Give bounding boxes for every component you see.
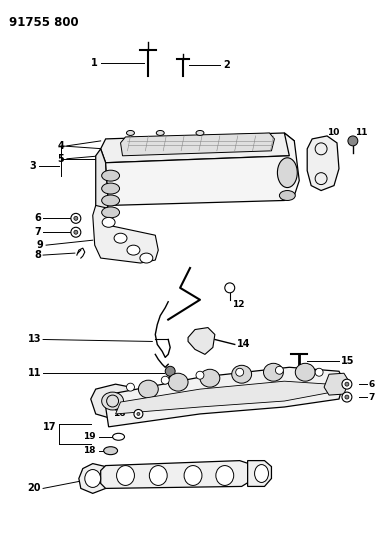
Ellipse shape bbox=[277, 158, 297, 188]
Text: 10: 10 bbox=[327, 128, 339, 138]
Polygon shape bbox=[116, 381, 332, 414]
Ellipse shape bbox=[102, 183, 120, 194]
Text: 18: 18 bbox=[83, 446, 96, 455]
Ellipse shape bbox=[102, 207, 120, 218]
Text: 16: 16 bbox=[113, 409, 126, 418]
Text: 7: 7 bbox=[34, 227, 41, 237]
Ellipse shape bbox=[216, 466, 234, 486]
Text: 3: 3 bbox=[29, 161, 36, 171]
Polygon shape bbox=[100, 461, 255, 488]
Ellipse shape bbox=[127, 131, 135, 135]
Ellipse shape bbox=[156, 131, 164, 135]
Text: 1: 1 bbox=[91, 59, 98, 68]
Circle shape bbox=[315, 368, 323, 376]
Ellipse shape bbox=[85, 470, 100, 487]
Ellipse shape bbox=[74, 216, 78, 220]
Text: 4: 4 bbox=[57, 141, 64, 151]
Text: 8: 8 bbox=[34, 250, 41, 260]
Polygon shape bbox=[79, 464, 109, 494]
Ellipse shape bbox=[102, 217, 115, 227]
Ellipse shape bbox=[134, 409, 143, 418]
Circle shape bbox=[165, 366, 175, 376]
Text: 5: 5 bbox=[57, 154, 64, 164]
Ellipse shape bbox=[102, 195, 120, 206]
Polygon shape bbox=[324, 373, 349, 395]
Polygon shape bbox=[188, 328, 215, 354]
Text: 13: 13 bbox=[28, 335, 41, 344]
Text: 7: 7 bbox=[369, 393, 375, 401]
Ellipse shape bbox=[127, 245, 140, 255]
Polygon shape bbox=[307, 136, 339, 190]
Text: 2: 2 bbox=[223, 60, 230, 70]
Ellipse shape bbox=[232, 365, 251, 383]
Ellipse shape bbox=[117, 466, 135, 486]
Ellipse shape bbox=[342, 392, 352, 402]
Ellipse shape bbox=[255, 465, 269, 482]
Text: 20: 20 bbox=[28, 483, 41, 494]
Ellipse shape bbox=[138, 380, 158, 398]
Ellipse shape bbox=[137, 413, 140, 415]
Ellipse shape bbox=[149, 466, 167, 486]
Ellipse shape bbox=[342, 379, 352, 389]
Polygon shape bbox=[248, 461, 271, 487]
Text: 6: 6 bbox=[369, 379, 375, 389]
Ellipse shape bbox=[280, 190, 295, 200]
Circle shape bbox=[236, 368, 244, 376]
Text: 19: 19 bbox=[83, 432, 96, 441]
Text: 11: 11 bbox=[355, 128, 368, 138]
Text: 6: 6 bbox=[34, 213, 41, 223]
Ellipse shape bbox=[345, 382, 349, 386]
Ellipse shape bbox=[102, 392, 124, 410]
Text: 15: 15 bbox=[341, 357, 355, 366]
Ellipse shape bbox=[71, 227, 81, 237]
Ellipse shape bbox=[196, 131, 204, 135]
Ellipse shape bbox=[200, 369, 220, 387]
Ellipse shape bbox=[114, 233, 127, 243]
Circle shape bbox=[196, 372, 204, 379]
Polygon shape bbox=[106, 133, 299, 205]
Circle shape bbox=[161, 376, 169, 384]
Polygon shape bbox=[120, 133, 274, 156]
Text: 14: 14 bbox=[237, 340, 250, 350]
Ellipse shape bbox=[345, 395, 349, 399]
Ellipse shape bbox=[184, 466, 202, 486]
Circle shape bbox=[127, 383, 135, 391]
Ellipse shape bbox=[102, 170, 120, 181]
Ellipse shape bbox=[140, 253, 153, 263]
Polygon shape bbox=[96, 149, 109, 215]
Polygon shape bbox=[106, 367, 344, 427]
Text: 12: 12 bbox=[232, 300, 244, 309]
Ellipse shape bbox=[104, 447, 118, 455]
Ellipse shape bbox=[168, 373, 188, 391]
Circle shape bbox=[275, 366, 283, 374]
Text: 9: 9 bbox=[36, 240, 43, 250]
Circle shape bbox=[348, 136, 358, 146]
Ellipse shape bbox=[113, 433, 124, 440]
Ellipse shape bbox=[71, 213, 81, 223]
Text: 91755 800: 91755 800 bbox=[9, 16, 79, 29]
Ellipse shape bbox=[264, 364, 283, 381]
Polygon shape bbox=[91, 384, 133, 419]
Text: 11: 11 bbox=[28, 368, 41, 378]
Ellipse shape bbox=[295, 364, 315, 381]
Ellipse shape bbox=[74, 230, 78, 234]
Text: 17: 17 bbox=[43, 422, 56, 432]
Polygon shape bbox=[93, 205, 158, 263]
Polygon shape bbox=[100, 133, 294, 163]
